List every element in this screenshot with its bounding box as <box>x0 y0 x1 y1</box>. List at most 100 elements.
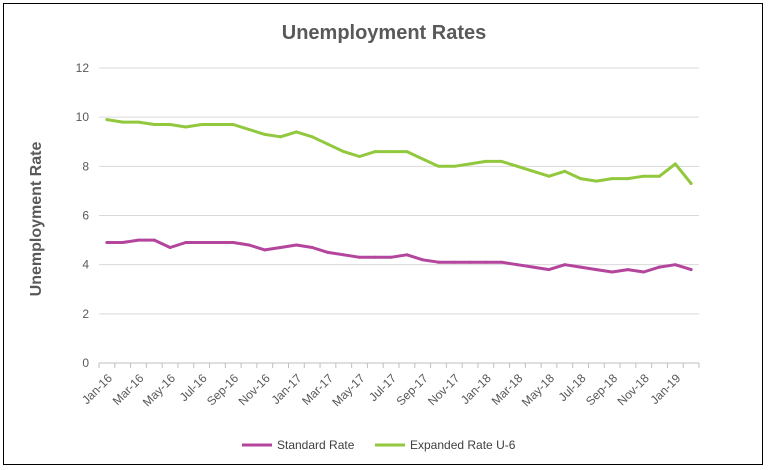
data-point <box>673 162 677 166</box>
series-line-1 <box>105 118 693 185</box>
data-point <box>200 241 204 244</box>
data-point <box>515 263 519 267</box>
y-tick-label: 10 <box>76 110 90 124</box>
data-point <box>389 255 393 259</box>
data-point <box>342 150 346 154</box>
data-point <box>531 169 535 173</box>
y-tick-label: 12 <box>76 61 90 75</box>
data-point <box>263 132 267 136</box>
data-point <box>105 241 109 244</box>
data-point <box>484 159 488 163</box>
data-point <box>531 265 535 269</box>
legend: Standard Rate Expanded Rate U-6 <box>242 438 516 452</box>
data-point <box>500 260 504 264</box>
data-point <box>247 128 251 131</box>
data-point <box>673 263 677 267</box>
data-point <box>658 265 661 269</box>
data-point <box>184 241 188 244</box>
legend-label-1: Expanded Rate U-6 <box>410 438 516 452</box>
data-point <box>594 268 598 272</box>
data-point <box>468 260 472 264</box>
data-point <box>373 255 377 259</box>
data-point <box>421 258 425 262</box>
data-point <box>200 123 204 126</box>
data-point <box>310 135 314 139</box>
data-point <box>168 123 172 126</box>
y-tick-label: 8 <box>82 159 89 173</box>
data-point <box>342 253 346 257</box>
data-point <box>500 159 504 163</box>
data-point <box>626 177 630 181</box>
data-point <box>263 248 267 252</box>
x-tick-label: May-16 <box>140 371 178 409</box>
data-point <box>326 142 330 146</box>
data-point <box>294 130 298 134</box>
x-tick-label: Nov-17 <box>425 371 462 408</box>
data-point <box>310 246 314 249</box>
chart-title: Unemployment Rates <box>282 22 487 44</box>
data-point <box>137 238 140 242</box>
data-point <box>231 123 235 126</box>
data-point <box>279 135 283 139</box>
y-tick-label: 2 <box>82 307 89 321</box>
data-point <box>405 150 409 154</box>
y-tick-label: 4 <box>82 258 89 272</box>
data-point <box>547 174 551 178</box>
data-point <box>215 241 219 244</box>
data-point <box>547 268 551 272</box>
data-point <box>215 123 219 126</box>
data-point <box>437 260 440 264</box>
x-tick-label: May-17 <box>329 371 367 409</box>
data-point <box>358 155 361 158</box>
data-point <box>389 150 393 154</box>
data-point <box>689 268 693 272</box>
data-point <box>468 162 472 166</box>
x-tick-label: Mar-18 <box>489 371 526 408</box>
x-tick-label: Jan-17 <box>269 371 305 407</box>
data-point <box>373 150 377 154</box>
data-point <box>658 174 661 178</box>
data-point <box>437 164 440 168</box>
x-tick-label: Mar-16 <box>110 371 147 408</box>
x-tick-label: Mar-17 <box>299 371 336 408</box>
x-tick-label: Jan-18 <box>458 371 494 407</box>
x-tick-label: Sep-17 <box>393 371 430 408</box>
data-point <box>484 260 488 264</box>
data-point <box>579 265 583 269</box>
data-point <box>610 177 614 181</box>
x-tick-label: Nov-18 <box>615 371 652 408</box>
line-chart: Unemployment Rates Unemployment Rate 0 2 4… <box>28 22 700 452</box>
data-point <box>689 182 693 185</box>
y-axis-ticks: 0 2 4 6 8 10 12 <box>76 61 90 370</box>
data-point <box>326 250 330 254</box>
data-point <box>279 246 283 249</box>
legend-label-0: Standard Rate <box>277 438 355 452</box>
data-point <box>642 174 646 178</box>
gridlines <box>99 67 699 364</box>
x-tick-label: Nov-16 <box>236 371 273 408</box>
data-point <box>152 238 156 242</box>
data-point <box>626 268 630 272</box>
data-point <box>358 255 361 259</box>
y-tick-label: 0 <box>82 356 89 370</box>
data-point <box>579 177 583 181</box>
data-point <box>563 263 567 267</box>
data-point <box>294 243 298 247</box>
y-tick-label: 6 <box>82 209 89 223</box>
data-point <box>121 120 125 124</box>
series-line-0 <box>105 238 693 274</box>
x-tick-label: Jan-19 <box>648 371 684 407</box>
data-point <box>452 164 456 168</box>
data-point <box>105 118 109 122</box>
series-lines <box>105 118 693 274</box>
data-point <box>121 241 125 244</box>
x-tick-label: May-18 <box>519 371 557 409</box>
y-axis-title: Unemployment Rate <box>28 142 45 297</box>
data-point <box>421 157 425 161</box>
data-point <box>610 270 614 274</box>
chart-frame: Unemployment Rates Unemployment Rate 0 2 4… <box>3 3 763 465</box>
x-tick-label: Sep-16 <box>204 371 241 408</box>
data-point <box>247 243 251 247</box>
data-point <box>452 260 456 264</box>
x-axis-ticks: Jan-16Mar-16May-16Jul-16Sep-16Nov-16Jan-… <box>79 363 700 409</box>
